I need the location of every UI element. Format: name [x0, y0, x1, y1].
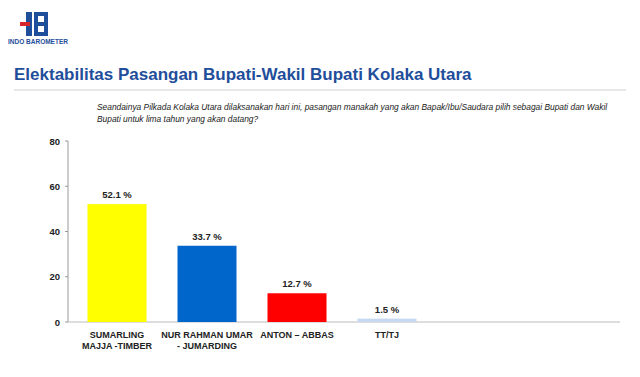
- bar: [358, 319, 417, 322]
- x-tick-label: SUMARLINGMAJJA -TIMBER: [82, 330, 153, 351]
- y-tick-label: 0: [55, 317, 60, 328]
- x-tick-label: ANTON – ABBAS: [260, 330, 334, 340]
- x-axis-line: [68, 322, 620, 323]
- subtitle: Seandainya Pilkada Kolaka Utara dilaksan…: [97, 101, 612, 125]
- x-tick-label: TT/TJ: [375, 330, 399, 340]
- title: Elektabilitas Pasangan Bupati-Wakil Bupa…: [14, 65, 472, 84]
- y-tick-label: 40: [49, 226, 60, 237]
- logo-shape: [38, 16, 44, 22]
- x-tick-label: NUR RAHMAN UMAR- JUMARDING: [161, 330, 253, 351]
- title-rule: [14, 90, 626, 91]
- data-label: 1.5 %: [375, 304, 400, 315]
- logo-shape: [20, 22, 30, 26]
- y-tick-label: 80: [49, 136, 60, 147]
- bar: [88, 204, 147, 322]
- y-tick-label: 60: [49, 181, 60, 192]
- logo-text: INDO BAROMETER: [8, 38, 68, 45]
- bars: [88, 204, 417, 322]
- data-label: 33.7 %: [192, 231, 222, 242]
- data-label: 52.1 %: [102, 189, 132, 200]
- logo-shape: [34, 12, 48, 36]
- logo-shape: [38, 26, 44, 32]
- y-axis: 0 20 40 60 80: [49, 136, 620, 328]
- y-axis-line: [68, 141, 69, 322]
- y-tick-label: 20: [49, 271, 60, 282]
- page: INDO BAROMETER Elektabilitas Pasangan Bup…: [0, 0, 640, 377]
- bar: [178, 246, 237, 322]
- labels: 52.1 % SUMARLINGMAJJA -TIMBER 33.7 % NUR RA…: [82, 189, 400, 351]
- logo: INDO BAROMETER: [8, 12, 68, 45]
- data-label: 12.7 %: [282, 278, 312, 289]
- chart: INDO BAROMETER Elektabilitas Pasangan Bup…: [0, 0, 640, 377]
- bar: [268, 293, 327, 322]
